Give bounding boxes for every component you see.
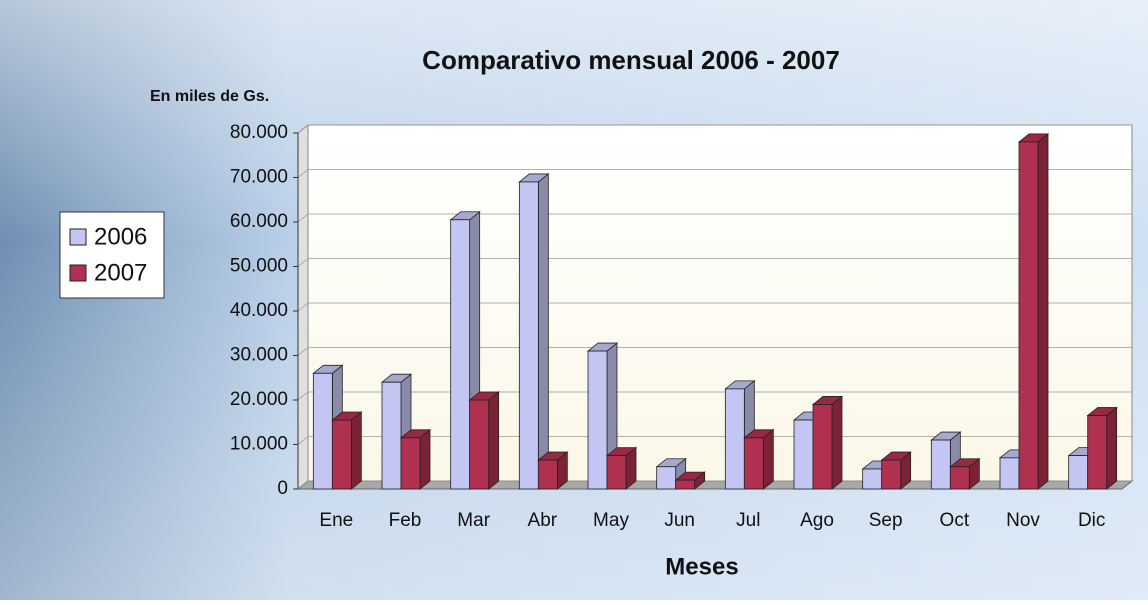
grid-line — [297, 124, 1132, 134]
x-tick-label: Ago — [800, 510, 834, 531]
bar — [793, 419, 814, 490]
bar — [999, 457, 1020, 490]
bar — [881, 459, 902, 490]
grid-line — [297, 169, 1132, 178]
chart-title: Comparativo mensual 2006 - 2007 — [422, 45, 840, 75]
legend-swatch — [69, 228, 87, 246]
grid-line — [297, 213, 1132, 223]
y-tick-label: 10.000 — [230, 434, 288, 455]
y-tick-label: 60.000 — [230, 211, 288, 232]
x-tick-label: May — [593, 510, 629, 531]
y-tick-label: 0 — [277, 478, 288, 499]
bar-side — [762, 428, 774, 490]
bar — [400, 437, 421, 490]
bar — [537, 459, 558, 490]
bar — [606, 455, 627, 490]
bar — [1068, 455, 1089, 490]
grid-line — [297, 480, 1132, 490]
bar — [949, 466, 970, 490]
bar — [675, 479, 696, 490]
bar — [450, 219, 471, 490]
bar-side — [1106, 406, 1118, 490]
grid-line — [297, 258, 1132, 267]
bar-side — [419, 428, 431, 490]
bar — [930, 439, 951, 490]
subtitle: En miles de Gs. — [150, 88, 269, 105]
x-tick-label: Nov — [1006, 510, 1040, 531]
bar — [518, 181, 539, 490]
bar — [724, 388, 745, 490]
grid-line — [297, 347, 1132, 356]
x-tick-label: Jun — [664, 510, 695, 531]
bar — [812, 404, 833, 490]
grid-line — [297, 302, 1132, 312]
bar — [656, 466, 677, 490]
legend: 2006 2007 — [59, 211, 165, 299]
bar-side — [537, 173, 549, 490]
x-tick-label: Abr — [528, 510, 558, 531]
legend-swatch — [69, 264, 87, 282]
bar — [469, 399, 490, 490]
bar — [1087, 415, 1108, 490]
bar — [381, 381, 402, 490]
y-tick-label: 50.000 — [230, 256, 288, 277]
x-tick-label: Feb — [389, 510, 422, 531]
x-tick-label: Oct — [940, 510, 970, 531]
bar-side — [831, 395, 843, 490]
legend-label: 2007 — [94, 259, 147, 286]
y-tick-label: 80.000 — [230, 122, 288, 143]
x-axis-title: Meses — [665, 553, 738, 580]
bar — [1018, 141, 1039, 490]
grid-line — [297, 391, 1132, 401]
x-tick-label: Mar — [457, 510, 490, 531]
bar — [743, 437, 764, 490]
legend-label: 2006 — [94, 223, 147, 250]
y-tick-label: 40.000 — [230, 300, 288, 321]
y-tick-label: 70.000 — [230, 167, 288, 188]
bar-side — [350, 411, 362, 490]
y-tick-label: 30.000 — [230, 345, 288, 366]
x-tick-label: Ene — [319, 510, 353, 531]
x-tick-label: Jul — [736, 510, 760, 531]
bar — [862, 468, 883, 490]
x-tick-label: Sep — [869, 510, 903, 531]
legend-box — [59, 211, 165, 299]
bar — [587, 350, 608, 490]
y-tick-label: 20.000 — [230, 389, 288, 410]
bar — [331, 419, 352, 490]
grid-line — [297, 436, 1132, 445]
bar — [312, 372, 333, 490]
x-tick-label: Dic — [1078, 510, 1105, 531]
bar-side — [488, 391, 500, 490]
bar-side — [1037, 133, 1049, 490]
